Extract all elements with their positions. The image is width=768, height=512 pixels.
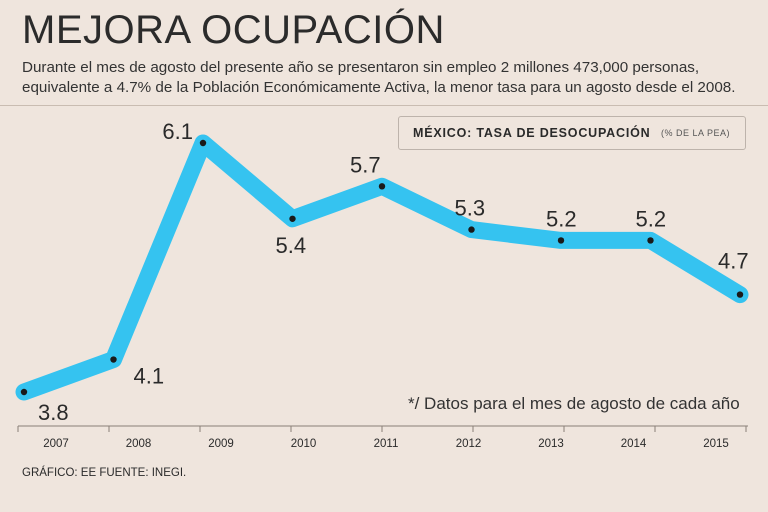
source-credit: GRÁFICO: EE FUENTE: INEGI. [22, 467, 187, 479]
series-line-layer [15, 134, 749, 401]
data-points [20, 139, 744, 396]
x-tick-label: 2010 [291, 438, 317, 450]
data-point [378, 183, 386, 190]
x-tick-label: 2013 [538, 438, 564, 450]
data-label: 5.2 [546, 206, 577, 231]
series-line [15, 134, 749, 401]
data-label: 4.7 [718, 249, 749, 274]
data-label: 6.1 [162, 119, 193, 144]
footnote: */ Datos para el mes de agosto de cada a… [408, 394, 740, 413]
legend-unit: (% DE LA PEA) [661, 128, 731, 138]
data-point [468, 226, 475, 233]
data-point [736, 291, 744, 298]
legend-title: MÉXICO: TASA DE DESOCUPACIÓN [413, 126, 651, 140]
data-label: 5.4 [276, 233, 307, 258]
data-label: 5.7 [350, 152, 381, 177]
header-divider [0, 105, 768, 106]
x-tick-label: 2012 [456, 438, 482, 450]
data-point [110, 356, 117, 363]
x-tick-label: 2011 [374, 438, 399, 450]
x-tick-label: 2008 [126, 438, 152, 450]
x-tick-label: 2015 [703, 438, 729, 450]
data-label: 4.1 [134, 364, 165, 389]
data-label: 3.8 [38, 400, 69, 425]
chart-title: MEJORA OCUPACIÓN [22, 8, 445, 52]
x-axis: 2007 2008 2009 2010 2011 2012 2013 2014 2015 [17, 425, 748, 450]
data-point [557, 237, 565, 244]
data-label: 5.3 [455, 196, 486, 221]
data-label: 5.2 [636, 206, 667, 231]
data-labels: 3.8 4.1 6.1 5.4 5.7 5.3 5.2 5.2 4.7 [38, 119, 749, 425]
legend-box: MÉXICO: TASA DE DESOCUPACIÓN (% DE LA PE… [398, 116, 746, 150]
chart-subtitle: Durante el mes de agosto del presente añ… [22, 59, 736, 96]
x-tick-label: 2007 [43, 438, 69, 450]
data-point [199, 139, 207, 147]
data-point [647, 237, 654, 244]
x-tick-label: 2014 [621, 438, 647, 450]
data-point [20, 388, 28, 396]
x-tick-label: 2009 [208, 438, 234, 450]
data-point [289, 215, 296, 222]
